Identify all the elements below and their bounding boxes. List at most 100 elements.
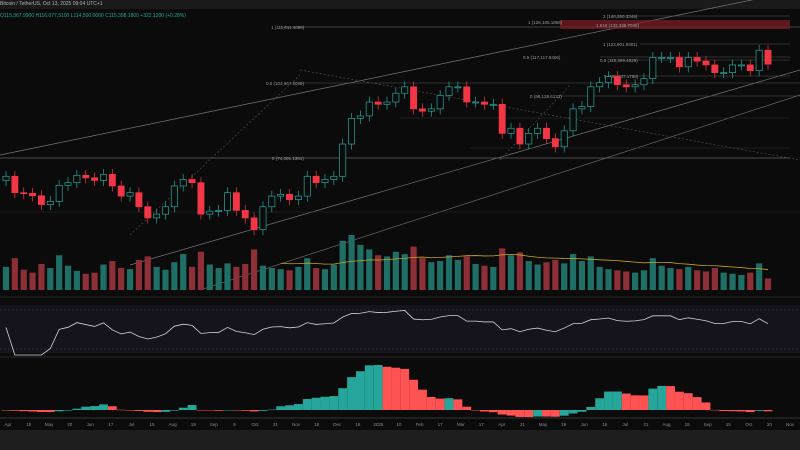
- volume-bar: [747, 272, 754, 290]
- candle-bull: [55, 184, 63, 202]
- time-axis: Apr 15 May 20 Jun 17 Jul 15 Aug 19 Sep 9 Oct 21 Nov 18 D…: [4, 422, 794, 427]
- volume-bar: [126, 269, 134, 290]
- macd-histogram-bar: [90, 406, 100, 410]
- macd-histogram-bar: [568, 410, 578, 414]
- candle-bull: [729, 64, 737, 73]
- volume-bar: [383, 256, 391, 290]
- x-tick-label: 20: [67, 422, 73, 427]
- drawings: 1 (111,611.4098) 0.5 (103,967.8085) 0 (7…: [0, 0, 800, 419]
- volume-bar: [756, 263, 763, 290]
- volume-bar: [188, 266, 196, 290]
- macd-histogram-bar: [692, 397, 702, 410]
- volume-bar: [490, 266, 497, 290]
- candle-bear: [374, 101, 382, 105]
- macd-pane: [1, 365, 773, 418]
- volume-bar: [73, 270, 80, 290]
- candle-bear: [675, 57, 683, 68]
- volume-bar: [543, 262, 550, 290]
- volume-bar: [224, 263, 231, 290]
- candle-bull: [294, 195, 302, 200]
- x-tick-label: Jun: [87, 422, 95, 427]
- volume-bar: [419, 258, 426, 290]
- volume-bar: [277, 269, 284, 290]
- volume-bar: [729, 273, 736, 290]
- macd-histogram-bar: [524, 410, 534, 418]
- volume-bar: [339, 240, 346, 290]
- candle-bear: [91, 177, 99, 181]
- macd-histogram-bar: [196, 410, 206, 411]
- candle-bull: [737, 64, 745, 67]
- macd-histogram-bar: [240, 410, 250, 411]
- fib-label: 0 (109,237.1758): [604, 74, 639, 79]
- x-tick-label: 10: [396, 422, 402, 427]
- macd-histogram-bar: [178, 407, 188, 410]
- macd-histogram-bar: [400, 368, 410, 410]
- macd-histogram-bar: [169, 410, 179, 411]
- rsi-line: [5, 310, 769, 356]
- macd-histogram-bar: [409, 379, 419, 410]
- fib-label: 0.5 (117,117.8406): [523, 55, 561, 60]
- trendline-dashed: [129, 74, 301, 236]
- candle-bear: [312, 175, 320, 184]
- volume-bar: [631, 272, 639, 290]
- macd-histogram-bar: [471, 410, 481, 411]
- volume-bar: [242, 263, 249, 290]
- candle-bull: [339, 143, 347, 177]
- x-tick-label: 18: [314, 422, 320, 427]
- candle-bear: [29, 193, 37, 197]
- x-tick-label: 19: [561, 422, 567, 427]
- fib-label: 2 (140,260.3349): [603, 14, 638, 19]
- volume-bar: [162, 269, 169, 290]
- volume-bar: [82, 273, 89, 290]
- volume-bar: [38, 263, 45, 290]
- candle-bull: [667, 57, 674, 59]
- macd-histogram-bar: [338, 388, 348, 410]
- candle-bull: [46, 201, 54, 205]
- macd-histogram-bar: [418, 389, 427, 410]
- x-tick-label: 9: [233, 422, 236, 427]
- volume-bar: [330, 264, 337, 290]
- volume-bar: [685, 266, 692, 290]
- volume-bar: [738, 274, 745, 290]
- macd-histogram-bar: [223, 410, 232, 411]
- volume-bar: [472, 263, 479, 290]
- x-tick-label: 15: [26, 422, 32, 427]
- volume-bar: [47, 268, 54, 290]
- volume-bar: [463, 256, 470, 290]
- macd-histogram-bar: [586, 406, 596, 410]
- candle-bull: [100, 174, 107, 181]
- candle-bull: [365, 101, 373, 117]
- candle-bull: [445, 86, 453, 96]
- macd-histogram-bar: [426, 396, 436, 410]
- x-tick-label: 20: [767, 422, 773, 427]
- macd-histogram-bar: [674, 391, 684, 410]
- price-chart[interactable]: 1 (111,611.4098) 0.5 (103,967.8085) 0 (7…: [0, 0, 800, 430]
- candle-bear: [135, 192, 143, 208]
- fib-label: 1 (123,801.8301): [603, 42, 638, 47]
- macd-histogram-bar: [728, 410, 737, 412]
- candle-bear: [144, 206, 152, 219]
- macd-histogram-bar: [604, 391, 613, 410]
- fib-label: 0.5 (115,369.4829): [600, 58, 638, 63]
- candle-bull: [605, 76, 612, 84]
- x-tick-label: 17: [438, 422, 444, 427]
- macd-histogram-bar: [710, 409, 720, 411]
- macd-histogram-bar: [320, 396, 330, 410]
- volume-bar: [304, 258, 311, 290]
- volume-ma-line: [280, 253, 769, 271]
- macd-histogram-bar: [258, 410, 268, 411]
- volume-bar: [614, 270, 621, 290]
- candle-bull: [268, 195, 276, 208]
- macd-histogram-bar: [72, 408, 82, 410]
- macd-histogram-bar: [550, 410, 560, 417]
- macd-histogram-bar: [45, 410, 55, 413]
- volume-bar: [764, 278, 772, 290]
- macd-histogram-bar: [373, 365, 383, 410]
- volume-bar: [481, 265, 488, 290]
- macd-histogram-bar: [745, 410, 755, 413]
- trendline: [129, 69, 800, 266]
- macd-histogram-bar: [577, 410, 587, 412]
- x-tick-label: 18: [685, 422, 691, 427]
- candle-bull: [73, 174, 81, 184]
- macd-histogram-bar: [125, 410, 135, 411]
